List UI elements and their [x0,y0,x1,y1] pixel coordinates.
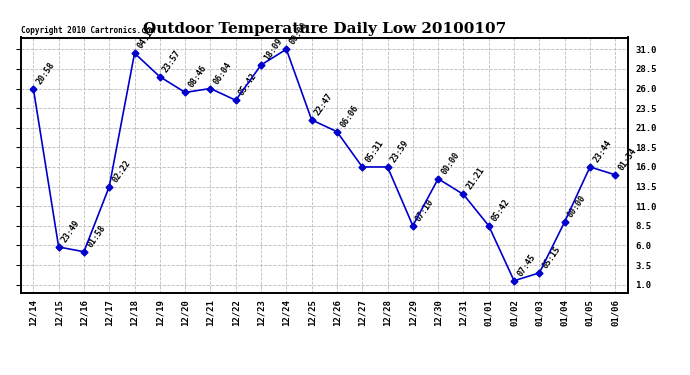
Text: 05:42: 05:42 [490,197,512,223]
Text: 08:46: 08:46 [186,64,208,90]
Text: 01:58: 01:58 [86,223,107,249]
Text: 23:59: 23:59 [389,138,411,164]
Text: 05:42: 05:42 [237,72,259,98]
Text: 06:06: 06:06 [338,103,360,129]
Text: 23:57: 23:57 [161,48,183,74]
Title: Outdoor Temperature Daily Low 20100107: Outdoor Temperature Daily Low 20100107 [143,22,506,36]
Text: 05:31: 05:31 [364,138,385,164]
Text: 00:00: 00:00 [288,21,309,46]
Text: 01:34: 01:34 [617,146,638,172]
Text: 02:22: 02:22 [110,158,132,184]
Text: 06:04: 06:04 [212,60,233,86]
Text: 23:44: 23:44 [591,138,613,164]
Text: 07:45: 07:45 [515,252,537,278]
Text: 21:21: 21:21 [465,166,486,192]
Text: 18:09: 18:09 [262,36,284,62]
Text: 05:15: 05:15 [541,244,562,270]
Text: 00:00: 00:00 [440,150,461,176]
Text: 07:10: 07:10 [414,197,436,223]
Text: 20:58: 20:58 [34,60,57,86]
Text: 00:00: 00:00 [566,194,588,219]
Text: 22:47: 22:47 [313,92,335,117]
Text: 04:12: 04:12 [136,25,157,50]
Text: Copyright 2010 Cartronics.com: Copyright 2010 Cartronics.com [21,26,155,35]
Text: 23:49: 23:49 [60,219,81,244]
